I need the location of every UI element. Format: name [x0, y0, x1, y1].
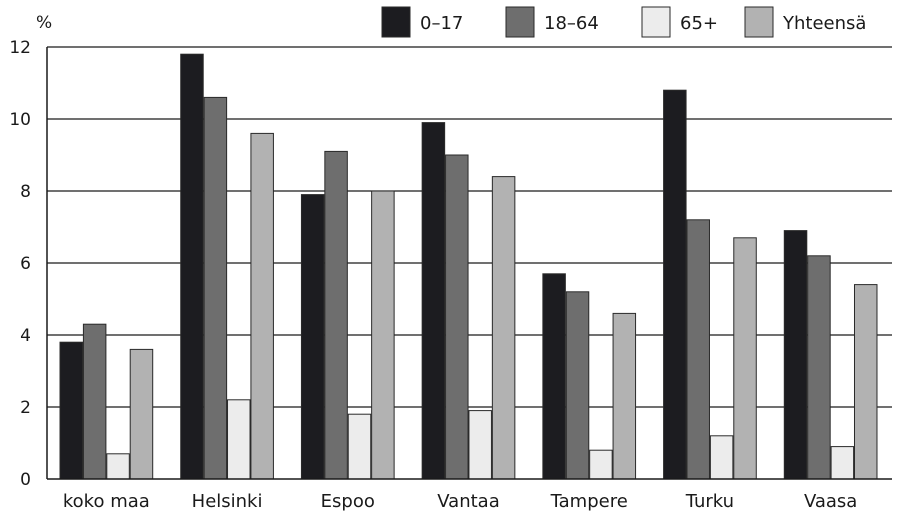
bar — [180, 53, 204, 480]
bar — [612, 312, 637, 480]
y-tick-label: 0 — [20, 470, 31, 490]
bars — [59, 53, 878, 480]
y-tick-label: 10 — [9, 110, 31, 130]
legend-swatch — [381, 6, 411, 38]
x-tick-label: Espoo — [321, 491, 375, 512]
bar — [250, 132, 274, 480]
bar — [59, 341, 84, 480]
bar — [300, 194, 325, 480]
y-tick-label: 8 — [20, 182, 31, 202]
legend-swatch — [641, 6, 671, 38]
bar — [371, 190, 395, 480]
bar — [663, 89, 687, 480]
y-tick-label: 4 — [20, 326, 31, 346]
bar — [227, 399, 251, 480]
bar — [82, 323, 107, 480]
bar — [853, 284, 878, 480]
plot-frame — [46, 47, 892, 480]
legend-label: Yhteensä — [782, 13, 866, 34]
bar — [686, 219, 710, 480]
y-tick-label: 12 — [9, 38, 31, 58]
bar — [129, 348, 154, 480]
bar — [106, 453, 130, 480]
legend: 0–17 18–64 65+ Yhteensä — [381, 6, 866, 38]
x-tick-label: Vantaa — [437, 491, 499, 512]
y-axis-unit-label: % — [36, 13, 52, 33]
bar — [491, 176, 516, 480]
y-axis-tick-labels: 0 2 4 6 8 10 12 — [9, 38, 31, 490]
legend-label: 18–64 — [544, 13, 599, 34]
legend-label: 0–17 — [420, 13, 463, 34]
bar — [783, 230, 808, 480]
bar — [203, 96, 228, 480]
bar — [324, 150, 348, 480]
legend-label: 65+ — [680, 13, 718, 34]
x-tick-label: Tampere — [550, 491, 628, 512]
bar — [807, 255, 831, 480]
x-tick-label: Turku — [685, 491, 734, 512]
bar — [468, 410, 492, 480]
bar — [542, 273, 566, 480]
bar — [445, 154, 469, 480]
bar — [565, 291, 590, 480]
legend-swatch — [744, 6, 774, 38]
y-tick-label: 6 — [20, 254, 31, 274]
bar — [733, 237, 757, 480]
bar — [830, 446, 855, 480]
y-tick-label: 2 — [20, 398, 31, 418]
grid-lines — [47, 46, 892, 408]
legend-swatch — [505, 6, 535, 38]
x-tick-label: koko maa — [63, 491, 150, 512]
bar — [709, 435, 734, 480]
bar — [589, 449, 613, 480]
x-axis-category-labels: koko maa Helsinki Espoo Vantaa Tampere Turku V… — [63, 491, 857, 512]
bar — [347, 413, 372, 480]
x-tick-label: Helsinki — [192, 491, 263, 512]
bar — [421, 122, 446, 480]
x-tick-label: Vaasa — [804, 491, 857, 512]
